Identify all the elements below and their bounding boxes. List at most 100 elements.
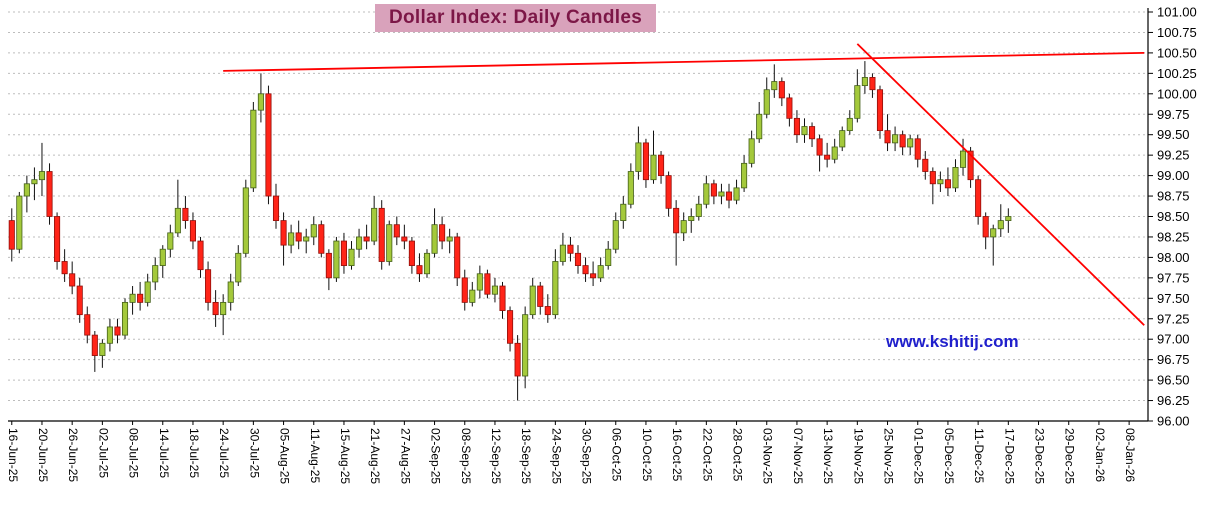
y-axis-label: 98.50 bbox=[1157, 209, 1190, 224]
x-axis-label: 24-Jul-25 bbox=[217, 428, 231, 478]
candle-body bbox=[250, 109, 257, 189]
candle-body bbox=[620, 203, 627, 221]
y-axis-label: 96.25 bbox=[1157, 393, 1190, 408]
candle-body bbox=[922, 158, 929, 172]
x-axis-label: 11-Dec-25 bbox=[972, 428, 986, 483]
candle-body bbox=[356, 236, 363, 250]
candle-body bbox=[680, 220, 687, 234]
candle-body bbox=[310, 224, 317, 238]
y-axis-label: 98.75 bbox=[1157, 189, 1190, 204]
candle-body bbox=[129, 293, 136, 303]
candle-body bbox=[756, 113, 763, 140]
y-axis-label: 99.00 bbox=[1157, 168, 1190, 183]
candle-body bbox=[975, 179, 982, 217]
candle-body bbox=[91, 334, 98, 356]
candle-body bbox=[567, 244, 574, 254]
x-axis-label: 05-Aug-25 bbox=[278, 428, 292, 484]
candle-body bbox=[114, 326, 121, 336]
candle-body bbox=[839, 130, 846, 148]
candle-body bbox=[605, 248, 612, 266]
candle-body bbox=[137, 293, 144, 303]
candle-body bbox=[854, 85, 861, 119]
y-axis-label: 98.25 bbox=[1157, 229, 1190, 244]
candle-body bbox=[612, 220, 619, 250]
candle-body bbox=[182, 207, 189, 221]
candle-body bbox=[363, 236, 370, 242]
candle-body bbox=[748, 138, 755, 164]
candle-body bbox=[907, 138, 914, 148]
x-axis-label: 11-Aug-25 bbox=[308, 428, 322, 483]
candle-body bbox=[529, 285, 536, 316]
x-axis-label: 03-Nov-25 bbox=[761, 428, 775, 484]
candle-body bbox=[174, 207, 181, 234]
candle-body bbox=[121, 301, 129, 336]
candle-body bbox=[929, 171, 936, 185]
candle-body bbox=[861, 77, 868, 87]
x-axis-label: 02-Jul-25 bbox=[96, 428, 110, 478]
candle-body bbox=[212, 301, 219, 316]
candle-body bbox=[189, 220, 197, 242]
candle-body bbox=[318, 224, 325, 254]
candle-body bbox=[23, 183, 30, 197]
candle-body bbox=[559, 244, 566, 262]
x-axis-label: 24-Sep-25 bbox=[549, 428, 563, 484]
x-axis-label: 16-Oct-25 bbox=[670, 428, 684, 482]
candle-body bbox=[642, 142, 649, 181]
candle-body bbox=[990, 228, 997, 238]
candle-body bbox=[99, 342, 106, 356]
candle-body bbox=[952, 167, 959, 189]
candle-body bbox=[552, 261, 559, 316]
x-axis-label: 25-Nov-25 bbox=[882, 428, 896, 484]
candle-body bbox=[635, 142, 642, 172]
candle-body bbox=[997, 220, 1004, 230]
candle-body bbox=[1005, 216, 1012, 221]
candle-body bbox=[537, 285, 544, 307]
x-axis-label: 26-Jun-25 bbox=[66, 428, 80, 482]
candle-body bbox=[439, 224, 446, 242]
x-axis-label: 08-Jul-25 bbox=[127, 428, 141, 478]
candle-body bbox=[54, 216, 61, 262]
y-axis-label: 100.50 bbox=[1157, 45, 1197, 60]
y-axis-label: 97.25 bbox=[1157, 311, 1190, 326]
candle-body bbox=[937, 179, 944, 185]
candle-body bbox=[257, 93, 264, 111]
candle-body bbox=[378, 207, 385, 262]
candle-body bbox=[725, 191, 733, 201]
x-axis-label: 08-Sep-25 bbox=[459, 428, 473, 484]
candle-body bbox=[371, 207, 378, 242]
candle-body bbox=[31, 179, 38, 185]
y-axis-label: 97.75 bbox=[1157, 270, 1190, 285]
candle-body bbox=[808, 126, 816, 140]
candle-body bbox=[235, 252, 242, 283]
y-axis-label: 98.00 bbox=[1157, 250, 1190, 265]
candle-body bbox=[507, 310, 514, 344]
candle-body bbox=[401, 236, 408, 242]
candle-body bbox=[152, 265, 159, 283]
candle-body bbox=[846, 117, 853, 132]
candle-body bbox=[816, 138, 823, 156]
candle-body bbox=[499, 285, 506, 311]
x-axis-label: 16-Jun-25 bbox=[6, 428, 20, 482]
candle-body bbox=[982, 216, 989, 238]
candle-body bbox=[899, 134, 906, 148]
candle-body bbox=[522, 314, 529, 377]
x-axis-label: 28-Oct-25 bbox=[731, 428, 745, 482]
x-axis-label: 02-Sep-25 bbox=[429, 428, 443, 484]
x-axis-label: 10-Oct-25 bbox=[640, 428, 654, 482]
candle-body bbox=[869, 77, 876, 91]
candle-body bbox=[959, 150, 967, 168]
x-axis-label: 01-Dec-25 bbox=[912, 428, 926, 484]
y-axis-label: 100.25 bbox=[1157, 66, 1197, 81]
candle-body bbox=[673, 207, 680, 234]
candle-body bbox=[944, 179, 951, 189]
y-axis-label: 99.50 bbox=[1157, 127, 1190, 142]
candle-body bbox=[461, 277, 468, 303]
watermark: www.kshitij.com bbox=[886, 332, 1019, 351]
y-axis-label: 96.00 bbox=[1157, 414, 1190, 429]
x-axis-label: 29-Dec-25 bbox=[1063, 428, 1077, 484]
candle-body bbox=[741, 162, 748, 189]
candle-body bbox=[84, 314, 91, 336]
candle-body bbox=[771, 81, 778, 91]
x-axis-label: 08-Jan-26 bbox=[1123, 428, 1137, 482]
candle-body bbox=[801, 126, 808, 136]
